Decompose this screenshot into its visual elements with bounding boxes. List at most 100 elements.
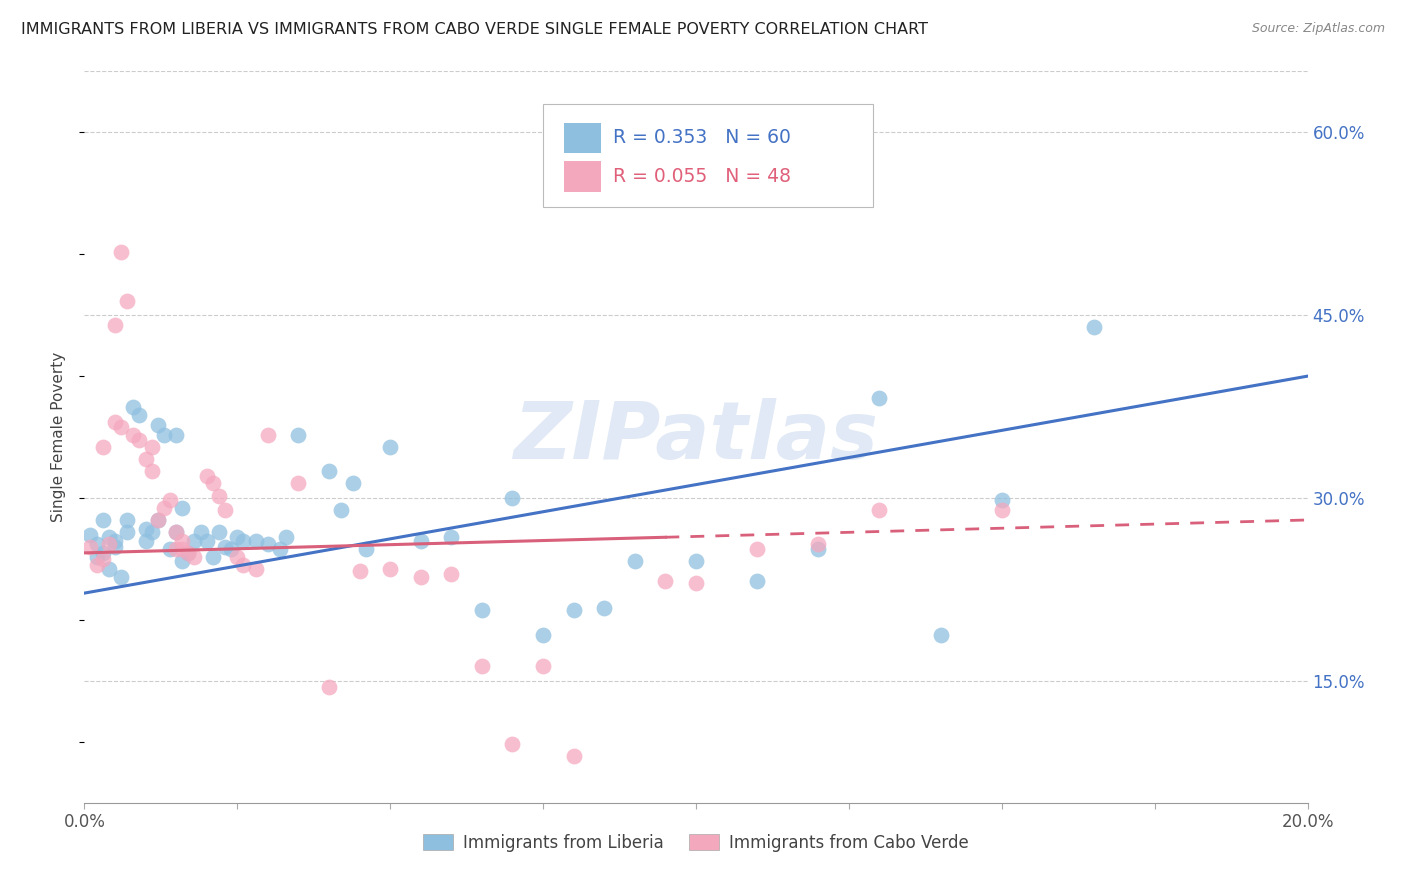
Point [226,530,249,544]
Point [214,503,236,517]
Point [929,627,952,641]
Point [685,576,707,591]
Point [380,562,402,576]
Point [318,464,340,478]
Point [159,542,181,557]
Point [287,427,309,442]
Point [122,427,145,442]
Point [172,533,194,548]
Text: R = 0.055   N = 48: R = 0.055 N = 48 [613,167,790,186]
Text: IMMIGRANTS FROM LIBERIA VS IMMIGRANTS FROM CABO VERDE SINGLE FEMALE POVERTY CORR: IMMIGRANTS FROM LIBERIA VS IMMIGRANTS FR… [21,22,928,37]
Point [201,549,224,564]
Point [153,500,176,515]
Point [165,542,187,557]
Point [146,513,169,527]
Point [747,542,769,557]
Point [172,500,194,515]
Point [531,659,554,673]
Point [91,440,114,454]
Point [104,416,127,430]
Point [502,737,524,751]
FancyBboxPatch shape [564,122,600,153]
Point [502,491,524,505]
Point [747,574,769,588]
Point [115,293,138,308]
Point [440,566,463,581]
Point [110,420,132,434]
Point [226,549,249,564]
Point [159,493,181,508]
Point [531,627,554,641]
FancyBboxPatch shape [564,161,600,192]
Point [183,549,205,564]
Point [91,552,114,566]
Point [115,525,138,540]
Point [208,489,231,503]
Point [593,600,616,615]
Point [115,513,138,527]
Point [97,537,120,551]
Point [440,530,463,544]
Point [97,530,120,544]
Point [318,680,340,694]
Point [183,533,205,548]
Point [135,452,157,467]
Y-axis label: Single Female Poverty: Single Female Poverty [51,352,66,522]
Point [110,244,132,259]
Point [654,574,676,588]
Point [135,533,157,548]
Point [122,400,145,414]
Point [257,427,280,442]
Point [86,558,108,573]
Point [195,469,218,483]
Point [201,476,224,491]
Point [471,659,494,673]
Point [135,521,157,535]
Point [165,525,187,540]
Point [991,503,1014,517]
Point [232,558,254,573]
Point [128,408,150,422]
Point [79,540,101,554]
Point [869,503,891,517]
Point [86,549,108,564]
Point [354,542,377,557]
Point [153,427,176,442]
Point [245,562,267,576]
Point [128,433,150,447]
Text: ZIPatlas: ZIPatlas [513,398,879,476]
Point [807,542,830,557]
Point [562,603,585,617]
Point [991,493,1014,508]
Point [245,533,267,548]
Point [349,564,371,578]
Point [330,503,353,517]
Point [177,546,200,560]
Point [195,533,218,548]
Point [380,440,402,454]
Point [91,513,114,527]
Point [409,533,432,548]
Text: R = 0.353   N = 60: R = 0.353 N = 60 [613,128,790,147]
Point [165,525,187,540]
Point [146,513,169,527]
Point [685,554,707,568]
Point [287,476,309,491]
Point [190,525,212,540]
Legend: Immigrants from Liberia, Immigrants from Cabo Verde: Immigrants from Liberia, Immigrants from… [415,826,977,860]
Point [219,542,242,557]
Point [807,537,830,551]
Point [869,391,891,405]
Point [141,464,163,478]
Point [79,527,101,541]
Point [409,570,432,584]
Point [1083,320,1105,334]
Point [110,570,132,584]
Point [232,533,254,548]
Point [269,542,291,557]
Point [97,562,120,576]
Point [172,542,194,557]
FancyBboxPatch shape [543,104,873,207]
Point [86,537,108,551]
Point [91,546,114,560]
